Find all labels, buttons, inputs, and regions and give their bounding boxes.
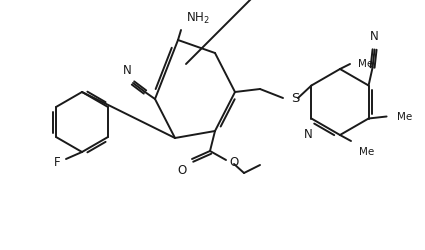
Text: S: S bbox=[291, 91, 299, 104]
Text: N: N bbox=[304, 128, 313, 141]
Text: Me: Me bbox=[358, 59, 373, 69]
Text: NH$_2$: NH$_2$ bbox=[186, 11, 210, 26]
Text: O: O bbox=[178, 163, 187, 176]
Text: N: N bbox=[123, 64, 131, 77]
Text: O: O bbox=[229, 155, 238, 168]
Text: F: F bbox=[54, 156, 60, 169]
Text: Me: Me bbox=[397, 111, 412, 121]
Text: N: N bbox=[370, 30, 379, 43]
Text: Me: Me bbox=[359, 146, 374, 156]
